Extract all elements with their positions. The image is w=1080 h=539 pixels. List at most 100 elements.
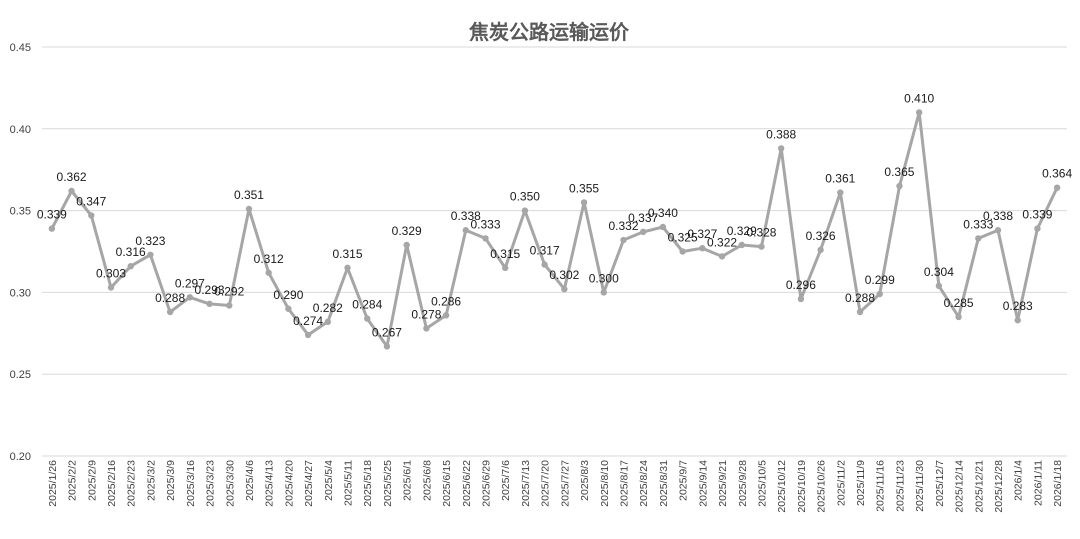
x-tick-label: 2025/11/30: [914, 460, 926, 512]
data-label: 0.355: [569, 181, 599, 195]
x-tick-label: 2025/11/16: [875, 460, 887, 512]
data-point: [285, 305, 292, 312]
x-tick-label: 2025/5/25: [382, 460, 394, 507]
series-rate: [48, 109, 1061, 350]
y-tick-label: 0.35: [10, 206, 31, 218]
data-label: 0.288: [845, 291, 875, 305]
data-label: 0.323: [135, 234, 165, 248]
x-tick-label: 2025/8/31: [658, 460, 670, 507]
x-tick-label: 2025/9/21: [717, 460, 729, 507]
data-label: 0.361: [825, 172, 855, 186]
x-tick-label: 2025/3/16: [185, 460, 197, 507]
x-tick-label: 2025/4/6: [244, 460, 256, 501]
data-point: [679, 248, 686, 255]
data-point: [896, 182, 903, 190]
data-point: [561, 285, 568, 293]
data-label: 0.283: [1003, 299, 1033, 313]
x-tick-label: 2025/3/30: [224, 460, 236, 507]
x-tick-label: 2025/6/15: [441, 460, 453, 507]
data-label: 0.350: [510, 190, 540, 204]
data-label: 0.304: [924, 265, 954, 279]
data-point: [344, 264, 351, 272]
data-label: 0.284: [352, 298, 382, 312]
data-point: [777, 145, 785, 152]
data-label: 0.333: [963, 217, 993, 231]
y-axis-ticks: 0.20 0.25 0.30 0.35 0.40 0.45: [10, 42, 31, 463]
data-point: [166, 308, 174, 316]
data-label: 0.365: [884, 165, 914, 179]
data-label: 0.292: [214, 284, 244, 298]
data-label: 0.328: [746, 226, 776, 240]
x-tick-label: 2025/3/2: [145, 460, 157, 501]
data-point: [935, 282, 943, 290]
data-point: [186, 294, 194, 301]
data-point: [502, 264, 509, 272]
data-point: [226, 302, 233, 309]
data-point: [423, 325, 430, 332]
data-point: [521, 207, 529, 214]
data-label: 0.339: [1022, 208, 1052, 222]
x-tick-label: 2025/9/7: [678, 460, 690, 501]
data-point: [265, 269, 272, 276]
data-point: [640, 228, 647, 236]
data-label: 0.410: [904, 91, 934, 105]
data-point: [659, 223, 667, 231]
data-label: 0.338: [983, 209, 1013, 223]
data-point: [304, 331, 312, 339]
x-tick-label: 2025/12/7: [934, 460, 946, 507]
x-tick-label: 2026/1/4: [1013, 460, 1025, 501]
y-tick-label: 0.20: [10, 451, 31, 463]
data-point: [383, 343, 391, 350]
data-label: 0.388: [766, 127, 796, 141]
x-tick-label: 2025/2/16: [106, 460, 118, 507]
data-label: 0.297: [175, 276, 205, 290]
x-tick-label: 2025/8/10: [599, 460, 611, 507]
y-tick-label: 0.30: [10, 287, 31, 299]
data-label: 0.267: [372, 325, 402, 339]
data-point: [817, 246, 824, 254]
x-tick-label: 2025/9/14: [697, 460, 709, 507]
x-tick-label: 2025/7/27: [559, 460, 571, 507]
data-label: 0.326: [806, 229, 836, 243]
x-tick-label: 2025/10/26: [816, 460, 828, 513]
data-labels: 0.3390.3620.3470.3030.3160.3230.2880.297…: [37, 91, 1073, 339]
x-tick-label: 2025/8/24: [638, 460, 650, 507]
data-point: [876, 290, 883, 298]
x-tick-label: 2025/10/19: [796, 460, 808, 513]
y-tick-label: 0.25: [10, 369, 31, 381]
data-label: 0.274: [293, 314, 323, 328]
data-point: [1034, 225, 1041, 232]
x-tick-label: 2025/8/3: [579, 460, 591, 501]
x-tick-label: 2025/4/27: [303, 460, 315, 507]
x-tick-label: 2025/1/26: [47, 460, 59, 507]
data-point: [1014, 317, 1021, 324]
x-tick-label: 2025/4/20: [283, 460, 295, 507]
data-label: 0.351: [234, 188, 264, 202]
x-tick-label: 2025/12/28: [993, 460, 1005, 513]
data-label: 0.332: [608, 219, 638, 233]
data-point: [442, 312, 450, 319]
x-axis-ticks: 2025/1/26 2025/2/2 2025/2/9 2025/2/16 2025/2…: [47, 460, 1064, 513]
data-label: 0.300: [589, 271, 619, 285]
data-point: [856, 308, 864, 316]
data-point: [48, 225, 56, 232]
data-label: 0.327: [687, 227, 717, 241]
x-tick-label: 2025/2/23: [126, 460, 138, 507]
x-tick-label: 2025/12/14: [954, 460, 966, 513]
y-tick-label: 0.40: [10, 124, 31, 136]
data-point: [482, 235, 489, 242]
x-tick-label: 2025/3/23: [205, 460, 217, 507]
x-tick-label: 2025/11/2: [835, 460, 847, 506]
data-label: 0.282: [313, 301, 343, 315]
data-label: 0.340: [648, 206, 678, 220]
data-point: [364, 315, 371, 322]
x-tick-label: 2025/5/11: [343, 460, 355, 506]
data-point: [206, 300, 213, 308]
data-label: 0.312: [254, 252, 284, 266]
x-tick-label: 2025/11/23: [894, 460, 906, 512]
data-label: 0.325: [668, 231, 698, 245]
data-label: 0.315: [490, 247, 520, 261]
x-tick-label: 2025/6/1: [402, 460, 414, 501]
data-point: [88, 212, 95, 219]
